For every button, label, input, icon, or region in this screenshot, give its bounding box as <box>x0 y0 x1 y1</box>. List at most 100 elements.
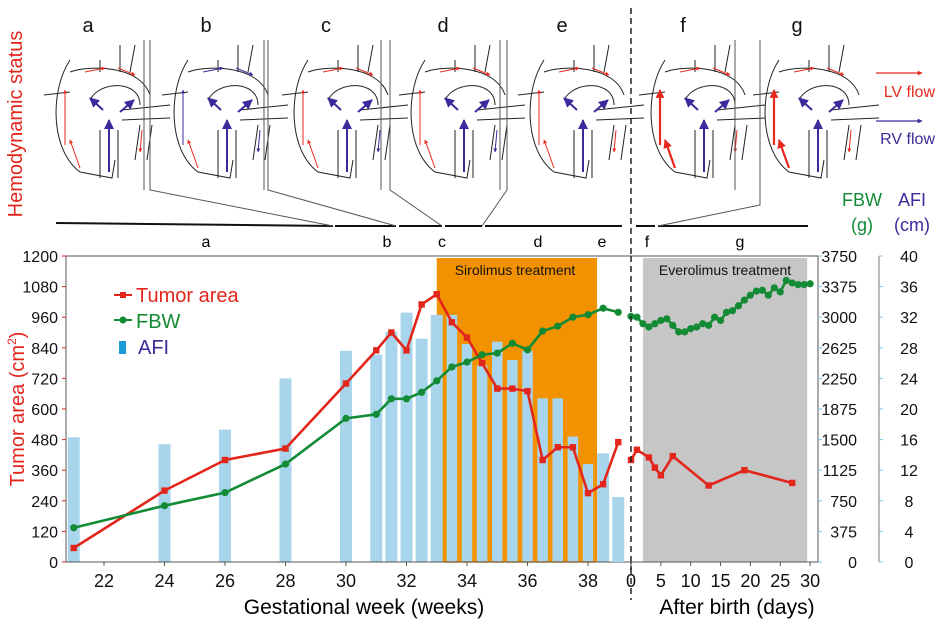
flow-legend: LV flow RV flow <box>876 70 936 148</box>
y-left-tick-label: 120 <box>31 524 58 541</box>
ductus-flow-arrow-icon <box>256 129 261 153</box>
x-gestational-tick-label: 34 <box>457 571 477 591</box>
lv-flow-arrow-icon <box>187 139 199 169</box>
tumor-area-point <box>539 456 546 464</box>
afi-tick-label: 24 <box>900 371 918 388</box>
fbw-point <box>478 351 486 359</box>
fbw-point <box>342 414 350 422</box>
everolimus-label: Everolimus treatment <box>659 262 791 278</box>
lv-flow-label: LV flow <box>884 84 936 101</box>
heart-panel-label: d <box>437 15 448 37</box>
arch-flow-arrow-icon <box>591 67 610 76</box>
arch-flow-arrow-icon <box>355 67 374 76</box>
fbw-point <box>752 287 760 295</box>
tumor-area-point <box>633 446 641 453</box>
fbw-point <box>554 322 562 330</box>
rv-flow-arrow-icon <box>89 97 104 111</box>
fbw-point <box>675 328 683 336</box>
fbw-point <box>806 280 814 288</box>
tumor-area-point <box>161 487 168 494</box>
rv-flow-arrow-icon <box>714 99 730 113</box>
tumor-area-point <box>478 359 486 367</box>
fbw-point <box>651 320 659 328</box>
afi-tick-label: 40 <box>900 249 918 266</box>
ductus-flow-arrow-icon <box>612 129 617 153</box>
rv-flow-arrow-icon <box>593 99 609 113</box>
x-axis-after-birth-label: After birth (days) <box>659 596 814 619</box>
x-after-birth-tick-label: 20 <box>740 571 760 591</box>
x-after-birth-tick-label: 5 <box>656 571 666 591</box>
afi-bar <box>475 363 489 563</box>
x-gestational-tick-label: 38 <box>578 571 598 591</box>
rv-flow-arrow-icon <box>237 99 253 113</box>
afi-tick-label: 36 <box>900 280 918 297</box>
rv-flow-arrow-icon <box>357 99 373 113</box>
fbw-point <box>776 288 784 296</box>
y-left-tick-label: 600 <box>31 402 58 419</box>
rv-flow-arrow-icon <box>828 99 844 113</box>
afi-tick-label: 16 <box>900 433 918 450</box>
fbw-point <box>716 316 725 325</box>
lv-flow-arrow-icon <box>543 139 555 169</box>
fbw-point <box>584 311 592 319</box>
y-axis-left-label: Tumor area (cm2) <box>5 332 29 487</box>
fbw-point <box>722 308 731 316</box>
afi-bar <box>385 331 398 562</box>
fbw-point <box>160 502 169 510</box>
tumor-area-point <box>448 319 456 326</box>
period-label-d: d <box>534 234 543 251</box>
period-connectors <box>149 40 761 227</box>
fbw-tick-label: 2625 <box>821 341 857 358</box>
y-left-tick-label: 360 <box>31 463 58 480</box>
afi-axis-label-line2: (cm) <box>894 215 930 235</box>
fbw-tick-label: 3750 <box>821 249 857 266</box>
afi-tick-label: 20 <box>900 402 918 419</box>
rv-flow-arrow-icon <box>684 97 699 111</box>
x-gestational-tick-label: 30 <box>336 571 356 591</box>
tumor-area-point <box>342 380 350 387</box>
x-gestational-tick-label: 26 <box>215 571 235 591</box>
afi-bar <box>400 312 413 562</box>
fbw-point <box>402 395 411 403</box>
ductus-flow-arrow-icon <box>847 129 852 153</box>
afi-tick-label: 4 <box>905 524 914 541</box>
arch-flow-arrow-icon <box>826 67 845 76</box>
ductus-flow-arrow-icon <box>493 129 498 153</box>
afi-bar <box>597 453 610 562</box>
rv-flow-arrow-icon <box>798 97 813 111</box>
x-gestational-tick-label: 22 <box>94 571 114 591</box>
x-gestational-tick-label: 32 <box>396 571 416 591</box>
heart-panel-label: a <box>82 15 94 37</box>
y-left-tick-label: 240 <box>31 494 58 511</box>
fbw-point <box>221 489 229 497</box>
heart-diagram-b: b <box>143 15 289 190</box>
tumor-area-point <box>433 291 440 298</box>
tumor-area-line-gestational <box>73 292 620 550</box>
tumor-area-point <box>569 444 577 451</box>
arch-flow-arrow-icon <box>793 66 815 73</box>
period-bar: a b c d e f g <box>55 222 808 251</box>
arch-flow-arrow-icon <box>472 67 491 76</box>
fbw-tick-label: 375 <box>830 524 857 541</box>
fbw-tick-label: 750 <box>830 494 857 511</box>
fbw-point <box>523 346 532 354</box>
afi-bar <box>535 396 550 563</box>
tumor-area-point <box>282 445 289 452</box>
heart-outline <box>43 44 171 179</box>
fbw-point <box>281 460 290 468</box>
lv-flow-arrow-icon <box>777 139 791 169</box>
afi-bar <box>445 313 459 563</box>
tumor-area-point <box>599 481 607 488</box>
afi-tick-label: 28 <box>900 341 918 358</box>
x-axis-gestational-label: Gestational week (weeks) <box>244 596 484 619</box>
fbw-axis-label-line2: (g) <box>851 215 873 235</box>
x-gestational-tick-label: 24 <box>154 571 174 591</box>
fbw-tick-label: 0 <box>848 555 857 572</box>
fbw-point <box>740 296 749 304</box>
fbw-point <box>734 302 743 310</box>
period-label-b: b <box>383 234 392 251</box>
plot-area <box>65 255 819 563</box>
fbw-point <box>681 328 689 336</box>
fbw-point <box>758 286 766 294</box>
heart-outline <box>281 44 409 179</box>
